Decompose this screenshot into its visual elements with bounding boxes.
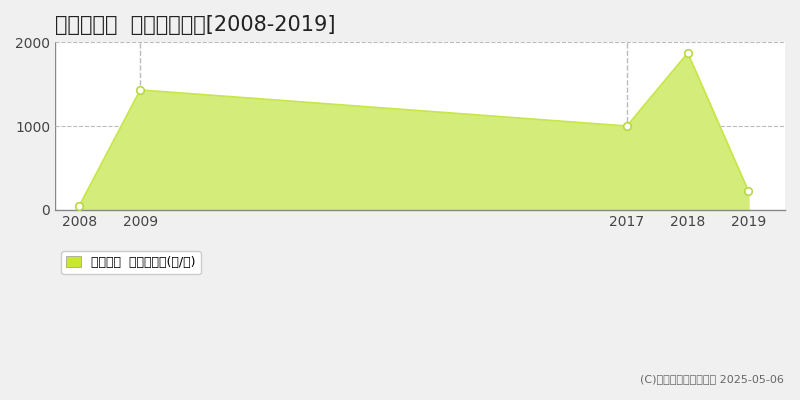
Point [742, 188, 755, 195]
Legend: 林地価格  平均坪単価(円/坪): 林地価格 平均坪単価(円/坪) [62, 251, 201, 274]
Point [134, 87, 146, 93]
Point [682, 50, 694, 56]
Text: (C)土地価格ドットコム 2025-05-06: (C)土地価格ドットコム 2025-05-06 [640, 374, 784, 384]
Point [73, 202, 86, 209]
Point [621, 123, 634, 129]
Text: 白鷹町荒砥  林地価格推移[2008-2019]: 白鷹町荒砥 林地価格推移[2008-2019] [55, 15, 335, 35]
